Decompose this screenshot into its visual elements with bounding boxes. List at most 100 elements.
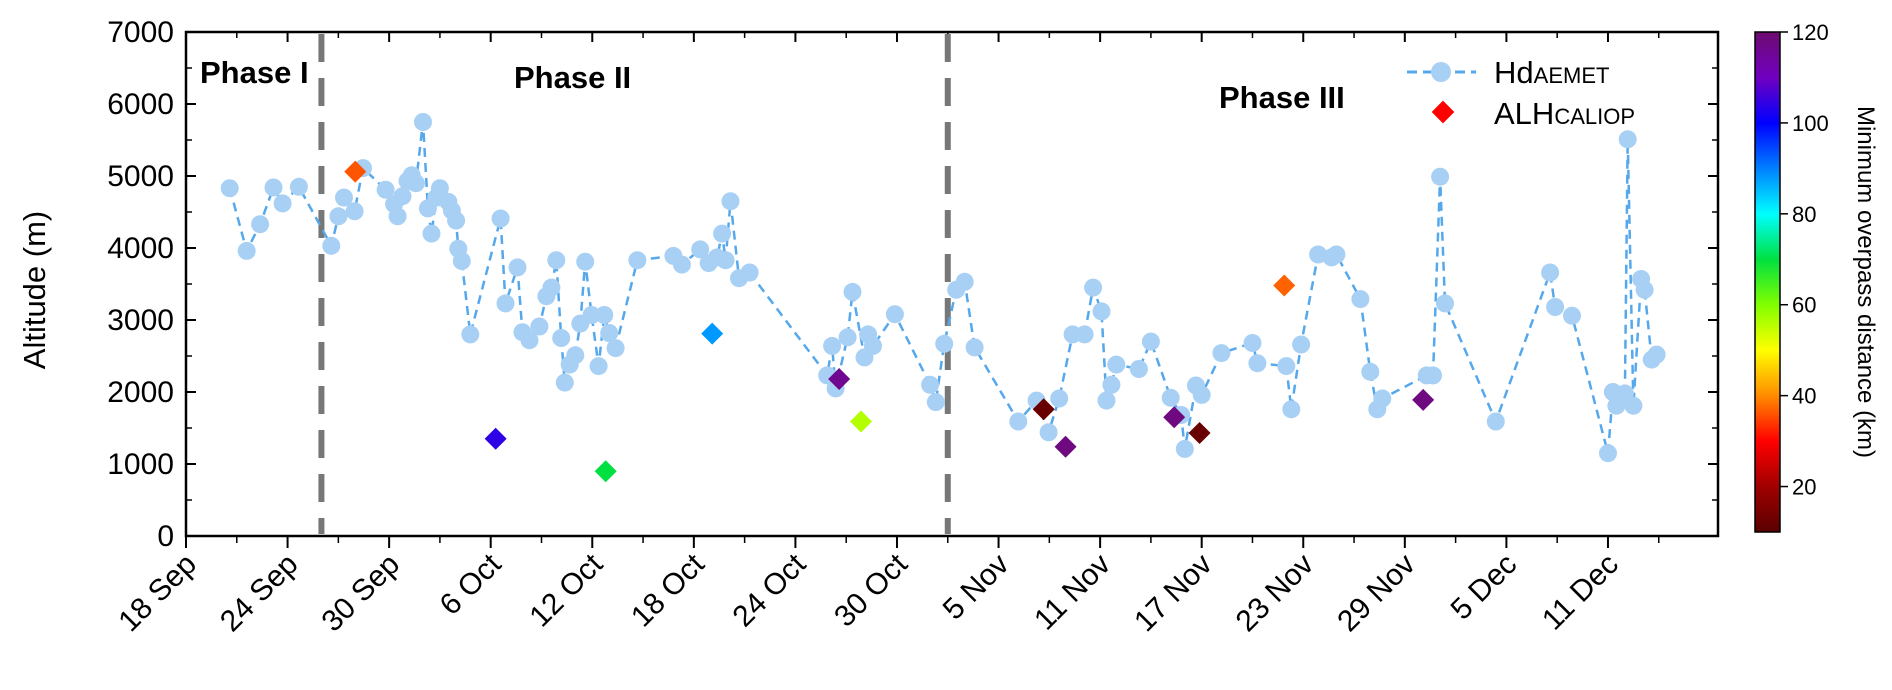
hd-point bbox=[935, 334, 954, 353]
colorbar-ticks: 20 40 60 80 100 120 bbox=[1780, 20, 1829, 500]
legend-hd-marker bbox=[1431, 62, 1451, 82]
hd-point bbox=[1436, 294, 1454, 313]
x-tick-label: 24 Sep bbox=[214, 548, 305, 639]
y-axis-title: Altitude (m) bbox=[17, 211, 52, 369]
y-tick-label: 5000 bbox=[107, 160, 174, 193]
hd-point bbox=[721, 192, 740, 211]
x-tick-label: 5 Dec bbox=[1445, 548, 1524, 627]
alh-point bbox=[1032, 398, 1055, 421]
hd-point bbox=[1486, 412, 1505, 431]
hd-point bbox=[1635, 280, 1654, 299]
alh-point bbox=[1412, 388, 1435, 411]
hd-point bbox=[388, 207, 407, 226]
alh-point bbox=[344, 160, 367, 183]
hd-point bbox=[589, 357, 608, 376]
hd-point bbox=[520, 331, 539, 350]
hd-point bbox=[691, 240, 710, 259]
hd-point bbox=[264, 178, 283, 197]
hd-point bbox=[251, 215, 270, 234]
legend-hd-label: HdAEMET bbox=[1494, 55, 1609, 90]
hd-point bbox=[220, 179, 239, 198]
hd-point bbox=[1277, 357, 1296, 376]
colorbar: 20 40 60 80 100 120 Minimum overpass distance… bbox=[1754, 20, 1879, 533]
legend-alh-marker bbox=[1431, 100, 1455, 124]
hd-point bbox=[600, 324, 619, 342]
x-tick-label: 11 Dec bbox=[1536, 548, 1625, 637]
hd-point bbox=[1563, 306, 1581, 325]
alh-point bbox=[1273, 274, 1296, 297]
legend-alh-name: ALH bbox=[1494, 96, 1554, 131]
phase-labels: Phase I Phase II Phase III bbox=[200, 55, 1345, 115]
hd-point bbox=[864, 336, 882, 355]
hd-point bbox=[955, 272, 974, 291]
colorbar-gradient bbox=[1754, 31, 1781, 533]
hd-point bbox=[452, 252, 471, 270]
hd-point bbox=[322, 236, 341, 255]
x-tick-label: 29 Nov bbox=[1331, 548, 1422, 639]
hd-point bbox=[1248, 354, 1267, 373]
hd-point bbox=[1092, 302, 1111, 321]
y-tick-label: 7000 bbox=[107, 16, 174, 49]
hd-point bbox=[1351, 290, 1370, 309]
hd-point bbox=[542, 278, 561, 297]
colorbar-title: Minimum overpass distance (km) bbox=[1852, 106, 1879, 458]
hd-point bbox=[329, 207, 348, 226]
hd-point bbox=[885, 305, 904, 324]
legend-alh-label: ALHCALIOP bbox=[1494, 96, 1635, 131]
hd-point bbox=[422, 224, 441, 243]
colorbar-tick-label: 120 bbox=[1792, 20, 1829, 45]
hd-point bbox=[547, 251, 566, 270]
x-tick-label: 30 Sep bbox=[316, 548, 407, 639]
alh-point bbox=[701, 322, 724, 345]
hd-point bbox=[1424, 366, 1442, 385]
hd-point bbox=[606, 339, 625, 358]
hd-point bbox=[1373, 389, 1392, 408]
hd-point bbox=[1618, 130, 1637, 149]
hd-point bbox=[447, 211, 466, 230]
legend-alh-sub: CALIOP bbox=[1554, 104, 1635, 129]
x-tick-label: 18 Sep bbox=[112, 548, 203, 639]
hd-point bbox=[740, 263, 759, 282]
hd-point bbox=[1309, 245, 1328, 264]
alh-point bbox=[594, 460, 617, 483]
hd-series-line bbox=[228, 121, 1658, 454]
hd-point bbox=[430, 179, 449, 198]
hd-point bbox=[1292, 335, 1311, 354]
colorbar-tick-label: 100 bbox=[1792, 111, 1829, 136]
hd-point bbox=[843, 282, 862, 301]
x-tick-label: 30 Oct bbox=[828, 547, 914, 633]
hd-point bbox=[1282, 400, 1301, 419]
alh-point bbox=[484, 427, 507, 450]
hd-point bbox=[1647, 345, 1666, 364]
hd-point bbox=[273, 194, 292, 213]
hd-point bbox=[716, 251, 735, 270]
hd-point bbox=[1624, 396, 1643, 415]
hd-point bbox=[555, 373, 574, 392]
x-tick-label: 17 Nov bbox=[1128, 548, 1219, 639]
alh-point bbox=[1054, 435, 1077, 458]
hd-point bbox=[1161, 388, 1180, 407]
x-tick-label: 11 Nov bbox=[1028, 548, 1117, 637]
hd-point bbox=[461, 325, 480, 344]
hd-point bbox=[595, 306, 614, 324]
alh-point bbox=[1188, 422, 1211, 445]
hd-point bbox=[1107, 355, 1126, 374]
x-tick-label: 24 Oct bbox=[727, 547, 813, 633]
colorbar-tick-label: 60 bbox=[1792, 293, 1816, 318]
y-tick-label: 3000 bbox=[107, 304, 174, 337]
hd-point bbox=[1243, 334, 1262, 352]
y-tick-label: 2000 bbox=[107, 376, 174, 409]
x-tick-label: 18 Oct bbox=[625, 547, 711, 633]
y-tick-label: 0 bbox=[157, 520, 174, 553]
hd-point bbox=[1431, 167, 1450, 186]
hd-point bbox=[1075, 325, 1094, 344]
hd-point bbox=[823, 336, 842, 355]
colorbar-tick-label: 20 bbox=[1792, 475, 1816, 500]
legend: HdAEMET ALHCALIOP bbox=[1407, 55, 1635, 131]
hd-point bbox=[1009, 412, 1028, 431]
hd-point bbox=[582, 306, 601, 324]
hd-point bbox=[713, 224, 732, 243]
hd-point bbox=[552, 329, 571, 347]
legend-hd-sub: AEMET bbox=[1534, 63, 1610, 88]
